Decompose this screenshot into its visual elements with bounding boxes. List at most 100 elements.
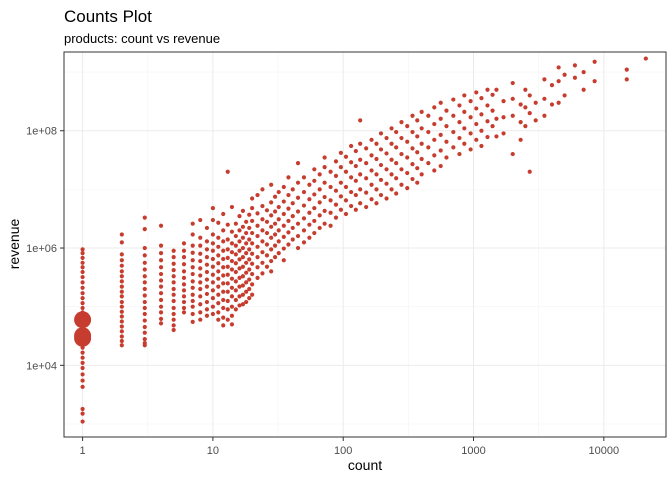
data-point	[343, 184, 349, 190]
data-point	[394, 176, 399, 181]
data-point	[204, 269, 210, 275]
data-point	[415, 180, 420, 185]
data-point	[158, 223, 164, 228]
data-point	[210, 241, 215, 246]
data-point	[216, 310, 221, 315]
data-point	[198, 317, 203, 322]
data-point	[276, 217, 281, 222]
data-point	[419, 156, 424, 162]
data-point	[158, 284, 164, 289]
data-point	[479, 96, 484, 101]
data-point	[216, 301, 221, 306]
data-point	[624, 77, 629, 82]
data-point	[171, 261, 176, 266]
data-point	[276, 250, 281, 256]
y-tick-label: 1e+06	[26, 243, 57, 255]
data-point	[542, 77, 547, 82]
data-point	[322, 164, 327, 170]
data-point	[301, 216, 307, 221]
data-point	[485, 87, 490, 92]
data-point	[301, 228, 307, 233]
data-point	[221, 273, 226, 278]
chart-subtitle: products: count vs revenue	[64, 31, 220, 46]
data-point	[158, 321, 164, 326]
data-point	[158, 250, 164, 256]
data-point	[272, 255, 278, 260]
data-point	[119, 284, 124, 289]
data-point	[438, 116, 443, 121]
data-point	[171, 323, 176, 328]
data-point	[198, 273, 203, 278]
data-point	[181, 269, 187, 274]
data-point	[181, 299, 187, 305]
data-point	[181, 288, 187, 293]
data-point	[198, 310, 203, 315]
data-point	[474, 137, 479, 142]
data-point	[229, 241, 235, 246]
data-point	[142, 293, 147, 298]
data-point	[171, 255, 176, 260]
data-point	[119, 309, 124, 314]
data-point	[426, 129, 431, 135]
data-point	[353, 192, 358, 198]
data-point	[444, 155, 449, 160]
data-point	[225, 298, 230, 304]
data-point	[307, 210, 312, 215]
data-point	[80, 280, 85, 285]
data-point	[364, 204, 369, 210]
data-point	[142, 343, 147, 348]
data-point	[244, 219, 249, 224]
data-point	[378, 177, 384, 183]
data-point	[349, 203, 354, 209]
data-point	[255, 255, 260, 260]
data-point	[485, 134, 490, 140]
data-point	[405, 139, 410, 144]
data-point	[549, 82, 555, 88]
data-point	[394, 161, 399, 166]
data-point	[317, 172, 322, 177]
x-tick-label: 1000	[461, 445, 485, 457]
data-point	[312, 178, 317, 183]
data-point	[250, 230, 255, 236]
data-point	[260, 203, 265, 209]
data-point	[474, 121, 479, 127]
data-point	[542, 113, 547, 118]
data-point	[378, 162, 384, 168]
data-point	[260, 250, 265, 255]
data-point	[419, 109, 424, 114]
data-point	[221, 323, 226, 328]
data-point	[198, 258, 203, 264]
data-point	[225, 247, 230, 252]
data-point	[349, 189, 354, 195]
data-point	[338, 150, 343, 155]
data-point	[468, 147, 473, 152]
data-point	[210, 296, 215, 301]
data-point	[119, 294, 124, 299]
data-point	[374, 141, 379, 146]
data-point	[562, 93, 567, 98]
data-point	[221, 281, 226, 286]
data-point	[216, 244, 221, 249]
data-point	[80, 372, 85, 377]
data-point	[490, 92, 495, 97]
data-point	[240, 283, 246, 288]
data-point	[80, 255, 85, 260]
data-point	[80, 355, 85, 360]
data-point	[210, 256, 215, 262]
data-point	[364, 161, 369, 166]
data-point	[250, 251, 255, 256]
data-point	[80, 419, 85, 424]
data-point	[229, 276, 235, 281]
data-point	[225, 289, 230, 294]
data-point	[474, 90, 479, 95]
data-point	[142, 324, 147, 330]
data-point	[255, 211, 260, 216]
data-point	[501, 99, 506, 104]
data-point	[229, 313, 235, 318]
data-point	[432, 137, 437, 142]
data-point	[523, 123, 528, 129]
data-point	[119, 299, 124, 305]
data-point	[190, 298, 195, 304]
data-point	[501, 115, 506, 120]
data-point	[237, 303, 242, 308]
